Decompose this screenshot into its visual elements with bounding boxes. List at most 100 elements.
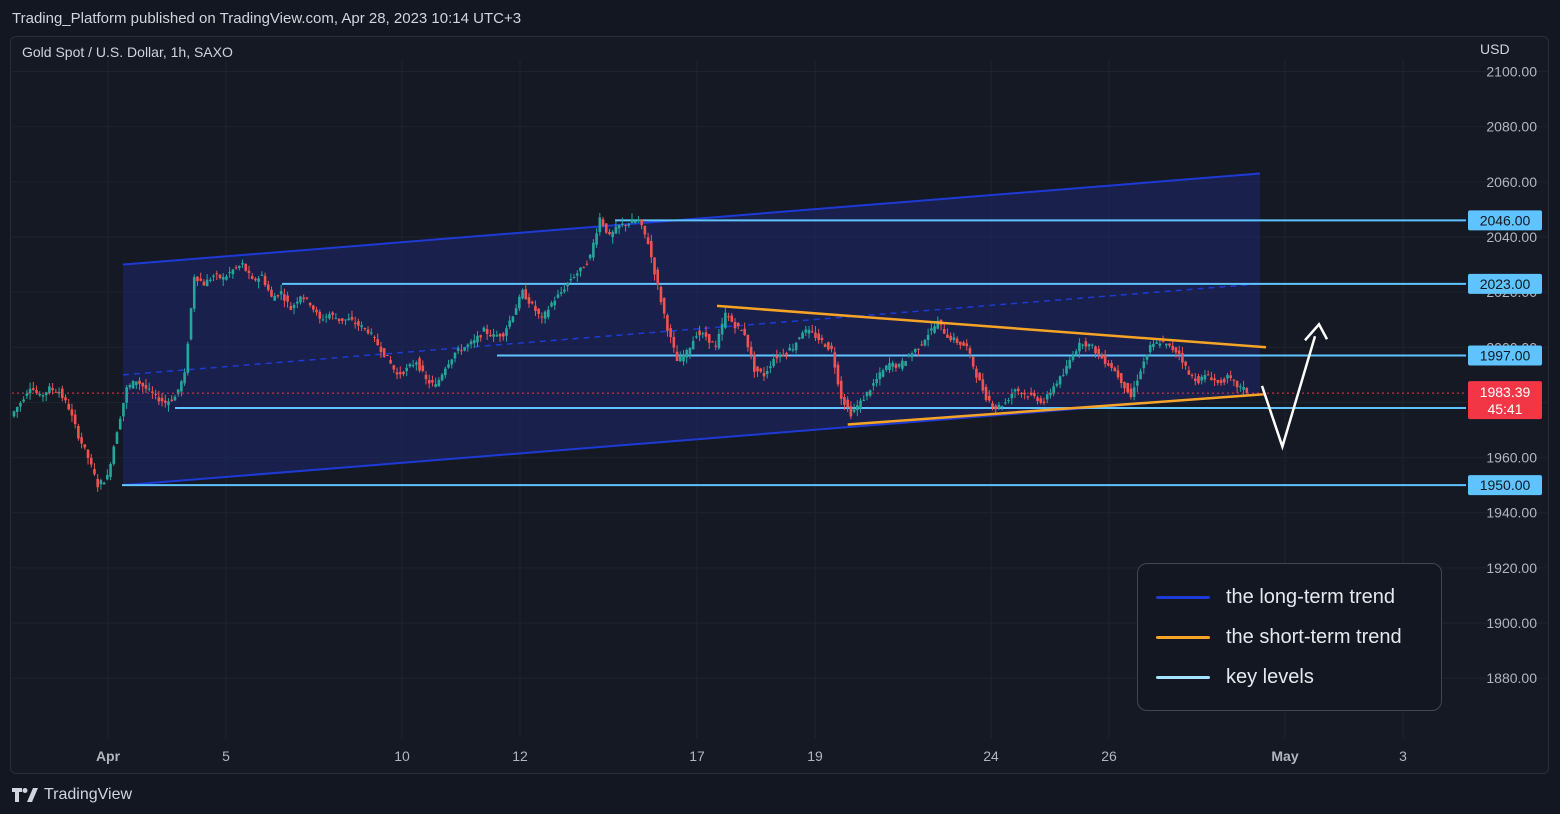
candle-body [25, 393, 29, 396]
y-tick-label: 1880.00 [1486, 670, 1537, 686]
candle-body [801, 332, 804, 339]
candle-body [553, 300, 557, 306]
symbol-title[interactable]: Gold Spot / U.S. Dollar, 1h, SAXO [22, 44, 233, 60]
candle-body [959, 341, 962, 345]
candle-body [463, 347, 466, 351]
candle-body [1049, 392, 1052, 396]
y-tick-label: 2080.00 [1486, 119, 1537, 135]
candle-body [521, 289, 524, 299]
candle-body [1235, 380, 1239, 388]
candle-body [12, 411, 16, 417]
candle-body [1084, 341, 1088, 347]
candle-body [530, 301, 534, 304]
candle-body [427, 380, 431, 384]
candle-body [257, 278, 260, 282]
candle-body [398, 372, 402, 375]
candle-body [64, 397, 67, 401]
candle-body [1036, 397, 1039, 402]
candle-body [405, 367, 408, 372]
candle-body [141, 382, 145, 387]
candle-body [1068, 359, 1072, 369]
candle-body [283, 294, 286, 301]
candle-body [1078, 342, 1081, 352]
candle-body [704, 332, 708, 337]
candle-body [1171, 345, 1175, 351]
footer-brand[interactable]: TradingView [12, 786, 132, 804]
candle-body [1087, 344, 1091, 347]
candle-body [173, 396, 177, 401]
candle-body [872, 383, 875, 386]
candle-body [1155, 342, 1158, 344]
candle-body [814, 332, 817, 338]
candle-body [157, 397, 161, 402]
last-price-badge [1468, 381, 1542, 420]
candle-body [379, 346, 383, 353]
candle-body [44, 392, 48, 396]
candle-body [67, 403, 71, 410]
candle-body [48, 386, 51, 393]
candle-body [247, 270, 251, 274]
candle-body [344, 319, 347, 321]
candle-body [1177, 350, 1181, 354]
candle-body [547, 309, 550, 318]
candle-body [228, 272, 231, 274]
candle-body [646, 237, 650, 244]
candle-body [386, 354, 389, 356]
currency-label[interactable]: USD [1480, 41, 1510, 57]
candle-body [1200, 376, 1204, 381]
candle-body [234, 267, 238, 269]
candle-body [884, 365, 888, 370]
candle-body [575, 273, 579, 276]
y-tick-label: 2100.00 [1486, 64, 1537, 80]
candle-body [109, 463, 112, 477]
candle-body [1107, 363, 1110, 366]
candle-body [389, 359, 392, 364]
candle-body [772, 359, 775, 367]
candle-body [823, 344, 827, 347]
legend-swatch-key-levels [1156, 676, 1210, 679]
candle-body [1226, 374, 1229, 379]
candle-body [588, 254, 592, 259]
candle-body [997, 404, 1001, 409]
candle-body [131, 380, 135, 389]
candle-body [289, 306, 293, 310]
x-tick-label: 24 [983, 748, 999, 764]
legend-label: the long-term trend [1226, 586, 1395, 608]
candle-body [102, 482, 106, 485]
candle-body [984, 386, 988, 400]
candle-body [946, 334, 949, 338]
candle-body [1000, 406, 1004, 408]
candle-body [189, 308, 193, 340]
candle-body [991, 403, 994, 407]
candle-body [653, 257, 656, 275]
candle-body [1132, 387, 1136, 397]
candle-body [827, 342, 830, 350]
candle-body [1020, 393, 1023, 395]
candle-body [1090, 344, 1094, 346]
candle-body [57, 391, 61, 394]
candle-body [1110, 363, 1113, 368]
candle-body [662, 298, 666, 314]
candle-body [897, 364, 901, 367]
candle-body [260, 274, 264, 276]
candle-body [759, 368, 763, 372]
candle-body [28, 388, 32, 394]
candle-body [804, 329, 808, 333]
candle-body [1206, 374, 1210, 376]
candle-body [878, 372, 882, 380]
candle-body [51, 388, 54, 391]
short-term-trend-upper [716, 304, 1267, 349]
candle-body [994, 405, 998, 410]
candle-body [601, 219, 605, 226]
candle-body [135, 381, 138, 386]
candle-body [118, 418, 122, 430]
projection-arrow [1260, 335, 1317, 451]
candle-body [266, 284, 270, 291]
candle-body [820, 337, 824, 341]
candle-body [505, 328, 508, 336]
candle-body [279, 291, 283, 295]
candle-body [99, 480, 103, 485]
candle-body [144, 384, 148, 389]
candle-body [746, 334, 750, 348]
